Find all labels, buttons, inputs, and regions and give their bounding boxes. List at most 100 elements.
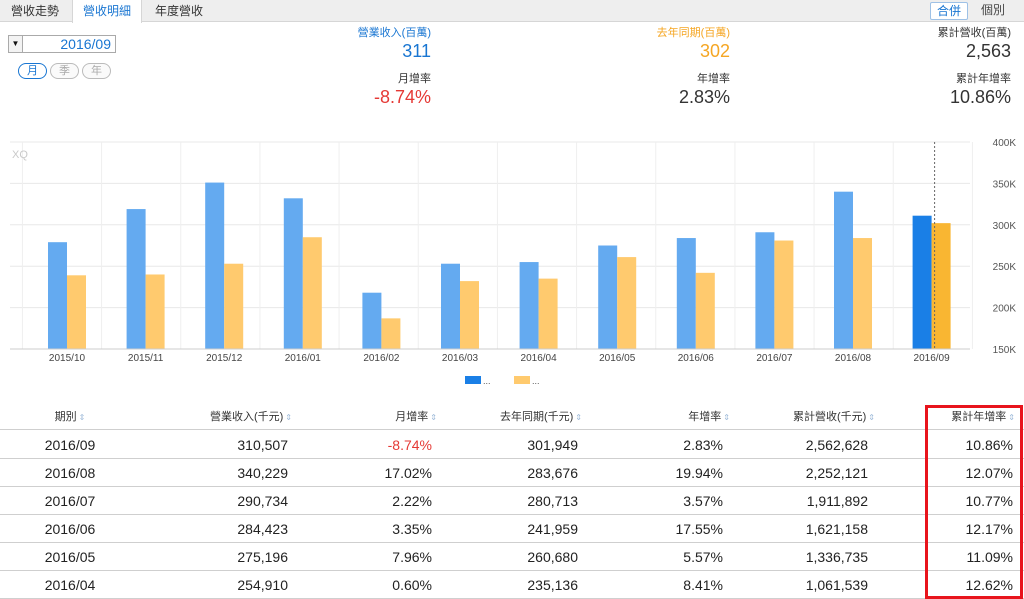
sort-icon[interactable]: ⇕ (868, 413, 875, 422)
y-tick-label: 200K (993, 304, 1017, 315)
bar-revenue (834, 191, 853, 349)
legend-label-revenue: ... (483, 376, 491, 386)
legend-swatch-last-year (514, 376, 530, 384)
y-tick-label: 350K (993, 179, 1017, 190)
cell-last-year: 301,949 (527, 437, 578, 453)
legend-label-last-year: ... (532, 376, 540, 386)
table-row[interactable]: 2016/08 340,229 17.02% 283,676 19.94% 2,252,1… (0, 459, 1024, 487)
cell-period: 2016/08 (44, 465, 96, 481)
table-row[interactable]: 2016/05 275,196 7.96% 260,680 5.57% 1,336,735… (0, 543, 1024, 571)
table-row[interactable]: 2016/04 254,910 0.60% 235,136 8.41% 1,061,539… (0, 571, 1024, 599)
mom-stat: 月增率 -8.74% (374, 72, 431, 108)
top-tab-bar: 營收走勢 營收明細 年度營收 合併 個別 (0, 0, 1024, 23)
cell-cumulative: 2,252,121 (805, 465, 868, 481)
x-tick-label: 2016/03 (442, 353, 479, 364)
header-cum-yoy-label: 累計年增率 (951, 411, 1007, 423)
yoy-stat-value: 2.83% (678, 87, 730, 107)
cell-cumulative: 1,621,158 (805, 521, 868, 537)
table-row[interactable]: 2016/07 290,734 2.22% 280,713 3.57% 1,911,892… (0, 487, 1024, 515)
last-year-stat: 去年同期(百萬) 302 (657, 26, 730, 62)
bar-revenue (283, 198, 303, 349)
cell-cum-yoy: 12.62% (965, 577, 1013, 593)
cell-cumulative: 1,911,892 (806, 493, 868, 509)
cell-cum-yoy: 12.07% (965, 465, 1013, 481)
header-cum-yoy[interactable]: 累計年增率 ⇕ (915, 405, 1015, 430)
x-tick-label: 2016/09 (914, 353, 951, 364)
tab-revenue-trend[interactable]: 營收走勢 (10, 4, 59, 18)
cell-mom: 2.22% (392, 493, 432, 509)
cell-revenue: 275,196 (237, 549, 288, 565)
x-tick-label: 2016/04 (521, 353, 558, 364)
x-tick-label: 2015/11 (128, 353, 164, 364)
date-select[interactable]: ▼ 2016/09 (8, 35, 116, 53)
bar-last-year (538, 278, 558, 349)
sort-icon[interactable]: ⇕ (723, 413, 730, 422)
merged-toggle-button[interactable]: 合併 (930, 2, 968, 20)
sort-icon[interactable]: ⇕ (285, 413, 292, 422)
header-revenue-label: 營業收入(千元) (209, 411, 284, 423)
cell-cum-yoy: 10.86% (965, 437, 1013, 453)
cum-yoy-stat: 累計年增率 10.86% (950, 72, 1011, 108)
table-row[interactable]: 2016/06 284,423 3.35% 241,959 17.55% 1,621,15… (0, 515, 1024, 543)
sort-icon[interactable]: ⇕ (430, 413, 437, 422)
period-month-button[interactable]: 月 (18, 63, 47, 79)
bar-revenue (598, 245, 618, 349)
yoy-stat-label: 年增率 (697, 73, 730, 85)
cell-cum-yoy: 10.77% (965, 493, 1013, 509)
revenue-stat-value: 311 (402, 41, 431, 61)
header-period[interactable]: 期別 ⇕ (20, 405, 120, 430)
cell-mom: 17.02% (384, 465, 432, 481)
chevron-down-icon[interactable]: ▼ (9, 36, 23, 52)
y-tick-label: 250K (993, 262, 1017, 273)
bar-last-year (460, 281, 479, 349)
cell-yoy: 8.41% (683, 577, 723, 593)
table-header: 期別 ⇕ 營業收入(千元) ⇕ 月增率 ⇕ 去年同期(千元) ⇕ 年增率 ⇕ 累計營收(千… (0, 405, 1024, 430)
cell-period: 2016/05 (44, 549, 96, 565)
cell-yoy: 19.94% (675, 465, 723, 481)
sort-icon[interactable]: ⇕ (1008, 413, 1015, 422)
bar-last-year (302, 237, 322, 349)
header-revenue[interactable]: 營業收入(千元) ⇕ (150, 405, 292, 430)
bar-last-year (224, 263, 244, 349)
yoy-stat: 年增率 2.83% (679, 72, 730, 108)
y-tick-label: 300K (993, 221, 1017, 232)
sort-icon[interactable]: ⇕ (78, 413, 86, 422)
table-row[interactable]: 2016/09 310,507 -8.74% 301,949 2.83% 2,562,62… (0, 431, 1024, 459)
cum-yoy-stat-value: 10.86% (949, 87, 1011, 107)
bar-revenue (441, 263, 460, 349)
bar-revenue (676, 238, 696, 349)
header-yoy[interactable]: 年增率 ⇕ (620, 405, 730, 430)
x-tick-label: 2016/05 (599, 353, 636, 364)
header-period-label: 期別 (54, 411, 77, 423)
sort-icon[interactable]: ⇕ (575, 413, 582, 422)
header-cumulative-label: 累計營收(千元) (792, 411, 867, 423)
cell-cumulative: 2,562,628 (805, 437, 868, 453)
x-tick-label: 2016/08 (835, 353, 872, 364)
tab-annual-revenue[interactable]: 年度營收 (154, 4, 203, 18)
cell-cumulative: 1,061,539 (805, 577, 868, 593)
bar-revenue (912, 215, 932, 349)
period-year-button[interactable]: 年 (82, 63, 111, 79)
bar-revenue (48, 242, 67, 349)
header-mom-label: 月增率 (395, 411, 429, 423)
x-tick-label: 2015/10 (49, 353, 86, 364)
bar-revenue (126, 209, 146, 349)
x-tick-label: 2016/01 (285, 353, 322, 364)
cell-cum-yoy: 11.09% (966, 549, 1013, 565)
x-tick-label: 2016/06 (678, 353, 715, 364)
tab-revenue-detail[interactable]: 營收明細 (72, 0, 142, 23)
cell-yoy: 3.57% (683, 493, 723, 509)
date-select-value: 2016/09 (60, 36, 111, 52)
period-quarter-button[interactable]: 季 (50, 63, 79, 79)
cell-last-year: 283,676 (527, 465, 578, 481)
header-last-year[interactable]: 去年同期(千元) ⇕ (440, 405, 582, 430)
bar-last-year (774, 240, 794, 349)
cell-period: 2016/09 (44, 437, 96, 453)
cell-cum-yoy: 12.17% (965, 521, 1013, 537)
header-cumulative[interactable]: 累計營收(千元) ⇕ (740, 405, 875, 430)
y-tick-label: 150K (993, 345, 1017, 356)
header-mom[interactable]: 月增率 ⇕ (330, 405, 437, 430)
cell-revenue: 254,910 (237, 577, 288, 593)
individual-toggle-button[interactable]: 個別 (980, 3, 1005, 17)
cell-mom: 7.96% (392, 549, 432, 565)
